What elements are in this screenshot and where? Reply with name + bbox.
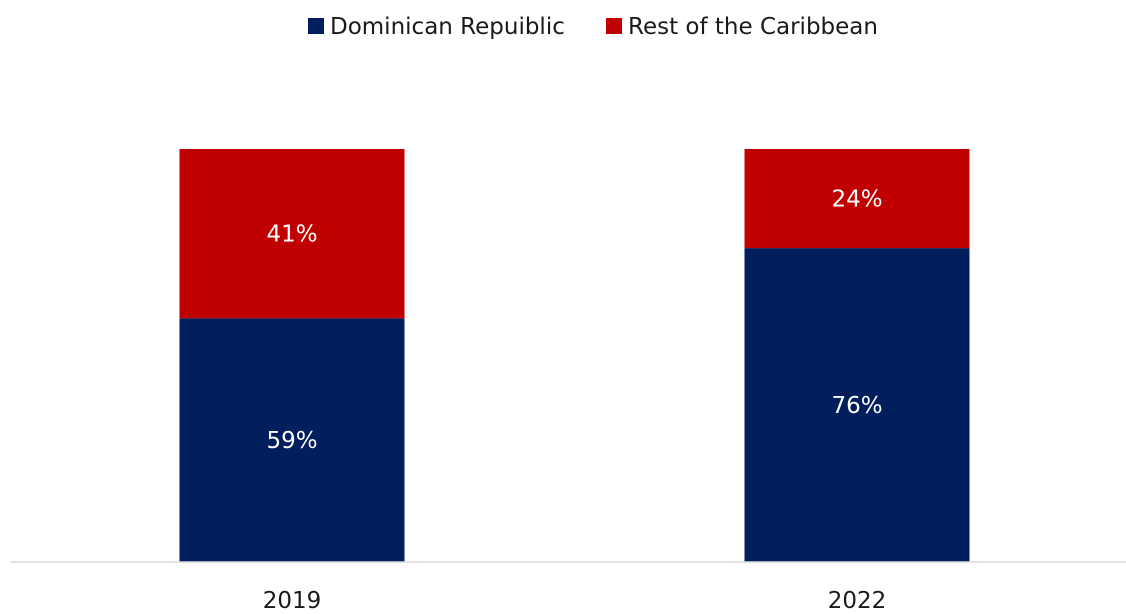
x-tick-label-2019: 2019 bbox=[263, 588, 322, 614]
legend-item-rest-of-caribbean: Rest of the Caribbean bbox=[606, 14, 878, 40]
data-label-2019-rest-of-caribbean: 41% bbox=[266, 222, 317, 248]
chart-legend: Dominican Repuiblic Rest of the Caribbean bbox=[308, 14, 878, 40]
legend-swatch-rest-of-caribbean bbox=[606, 18, 622, 34]
data-label-2022-dominican-republic: 76% bbox=[831, 393, 882, 419]
data-label-2022-rest-of-caribbean: 24% bbox=[831, 187, 882, 213]
legend-label-rest-of-caribbean: Rest of the Caribbean bbox=[628, 14, 878, 40]
x-axis-ticks: 2019 2022 bbox=[263, 588, 887, 614]
legend-swatch-dominican-republic bbox=[308, 18, 324, 34]
legend-label-dominican-republic: Dominican Repuiblic bbox=[330, 14, 565, 40]
bar-segment-2022-dominican-republic bbox=[744, 248, 970, 562]
bar-segment-2019-dominican-republic bbox=[179, 318, 405, 562]
x-tick-label-2022: 2022 bbox=[828, 588, 887, 614]
legend-item-dominican-republic: Dominican Repuiblic bbox=[308, 14, 565, 40]
bar-segment-2019-rest-of-caribbean bbox=[179, 149, 405, 319]
chart-bars: 59% 41% 76% 24% bbox=[179, 149, 970, 562]
bar-segment-2022-rest-of-caribbean bbox=[744, 149, 970, 249]
data-label-2019-dominican-republic: 59% bbox=[266, 428, 317, 454]
